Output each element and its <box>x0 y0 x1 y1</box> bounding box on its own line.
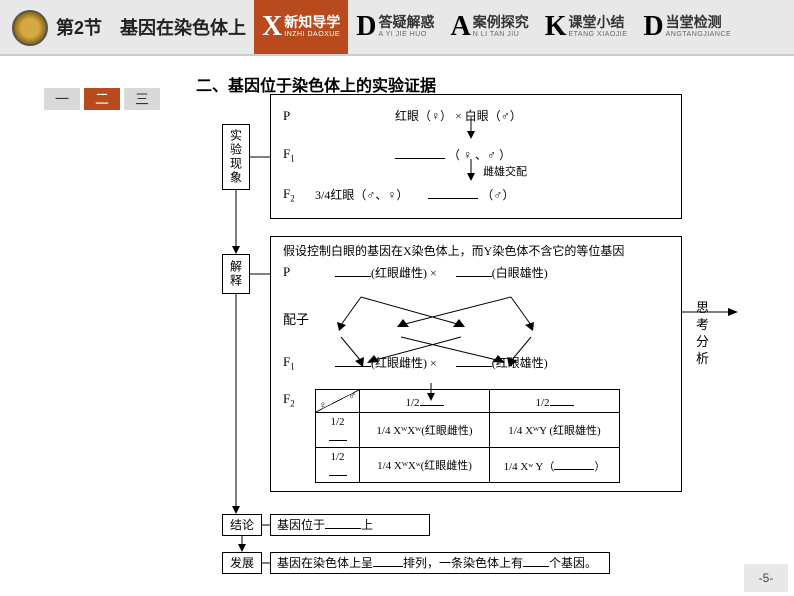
tab-py: ANGTANGJIANCE <box>666 31 732 39</box>
tab-anli[interactable]: A 案例探究 N LI TAN JIU <box>442 0 536 54</box>
f2-left: 3/4红眼（♂、♀） <box>315 186 408 203</box>
tab-ketang[interactable]: K 课堂小结 ETANG XIAOJIE <box>537 0 636 54</box>
p-left: 红眼（♀） <box>395 109 452 123</box>
f2-right: （♂） <box>481 188 514 202</box>
subtab-3[interactable]: 三 <box>124 88 160 110</box>
develop-box: 基因在染色体上呈排列，一条染色体上有个基因。 <box>270 552 610 574</box>
tab-zh: 答疑解惑 <box>378 15 434 30</box>
tab-zh: 课堂小结 <box>569 15 628 30</box>
tab-dayi[interactable]: D 答疑解惑 A YI JIE HUO <box>348 0 442 54</box>
conclusion-label: 结论 <box>222 514 262 536</box>
tab-zh: 当堂检测 <box>666 15 732 30</box>
tab-letter: D <box>356 11 376 43</box>
p-right: 白眼（♂） <box>465 109 522 123</box>
page-number: -5- <box>744 564 788 592</box>
header-bar: 第2节 基因在染色体上 X 新知导学 INZHI DAOXUE D 答疑解惑 A… <box>0 0 794 56</box>
tab-py: N LI TAN JIU <box>473 31 529 39</box>
conclusion-box: 基因位于上 <box>270 514 430 536</box>
interpret-label: 解释 <box>222 254 250 294</box>
tab-py: A YI JIE HUO <box>378 31 434 39</box>
tab-letter: A <box>450 11 470 43</box>
develop-label: 发展 <box>222 552 262 574</box>
subtab-1[interactable]: 一 <box>44 88 80 110</box>
experiment-box: P 红眼（♀） × 白眼（♂） F1 （ ♀ 、♂ ） 雌雄交配 F2 3/4红… <box>270 94 682 219</box>
tab-xinzhi[interactable]: X 新知导学 INZHI DAOXUE <box>254 0 348 54</box>
interpret-box: 假设控制白眼的基因在X染色体上，而Y染色体不含它的等位基因 P (红眼雌性) ×… <box>270 236 682 492</box>
think-label: 思考 分析 <box>696 300 709 368</box>
section-title: 第2节 基因在染色体上 <box>52 0 250 54</box>
tab-zh: 新知导学 <box>284 15 340 30</box>
tab-letter: X <box>262 11 282 43</box>
subtabs: 一 二 三 <box>44 88 160 110</box>
page-heading: 二、基因位于染色体上的实验证据 <box>196 72 436 96</box>
f1-suffix: （ ♀ 、♂ ） <box>448 148 511 162</box>
tab-zh: 案例探究 <box>473 15 529 30</box>
tab-dangtang[interactable]: D 当堂检测 ANGTANGJIANCE <box>635 0 739 54</box>
subtab-2[interactable]: 二 <box>84 88 120 110</box>
tab-py: ETANG XIAOJIE <box>569 31 628 39</box>
tab-py: INZHI DAOXUE <box>284 31 340 39</box>
tab-letter: D <box>643 11 663 43</box>
logo-icon <box>12 10 48 46</box>
f1-note: 雌雄交配 <box>483 163 527 179</box>
f2-table: ♂♀ 1/2 1/2 1/2 1/4 XᵂXᵂ(红眼雌性) 1/4 XᵂY (红… <box>315 389 620 483</box>
tab-letter: K <box>545 11 567 43</box>
nav-tabs: X 新知导学 INZHI DAOXUE D 答疑解惑 A YI JIE HUO … <box>254 0 794 54</box>
experiment-label: 实验现象 <box>222 124 250 190</box>
hypothesis: 假设控制白眼的基因在X染色体上，而Y染色体不含它的等位基因 <box>283 243 669 260</box>
